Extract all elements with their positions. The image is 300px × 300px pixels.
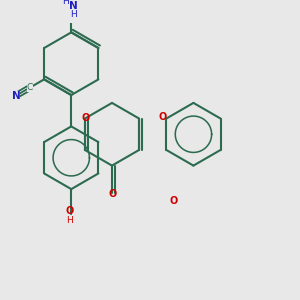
Text: O: O [158, 112, 167, 122]
Text: H: H [62, 0, 69, 6]
Text: H: H [70, 10, 76, 19]
Text: C: C [27, 83, 33, 92]
Text: N: N [11, 91, 20, 101]
Text: H: H [66, 216, 73, 225]
Text: O: O [109, 189, 117, 199]
Text: O: O [169, 196, 177, 206]
Text: N: N [69, 2, 77, 11]
Text: O: O [82, 113, 90, 123]
Text: O: O [65, 206, 74, 216]
